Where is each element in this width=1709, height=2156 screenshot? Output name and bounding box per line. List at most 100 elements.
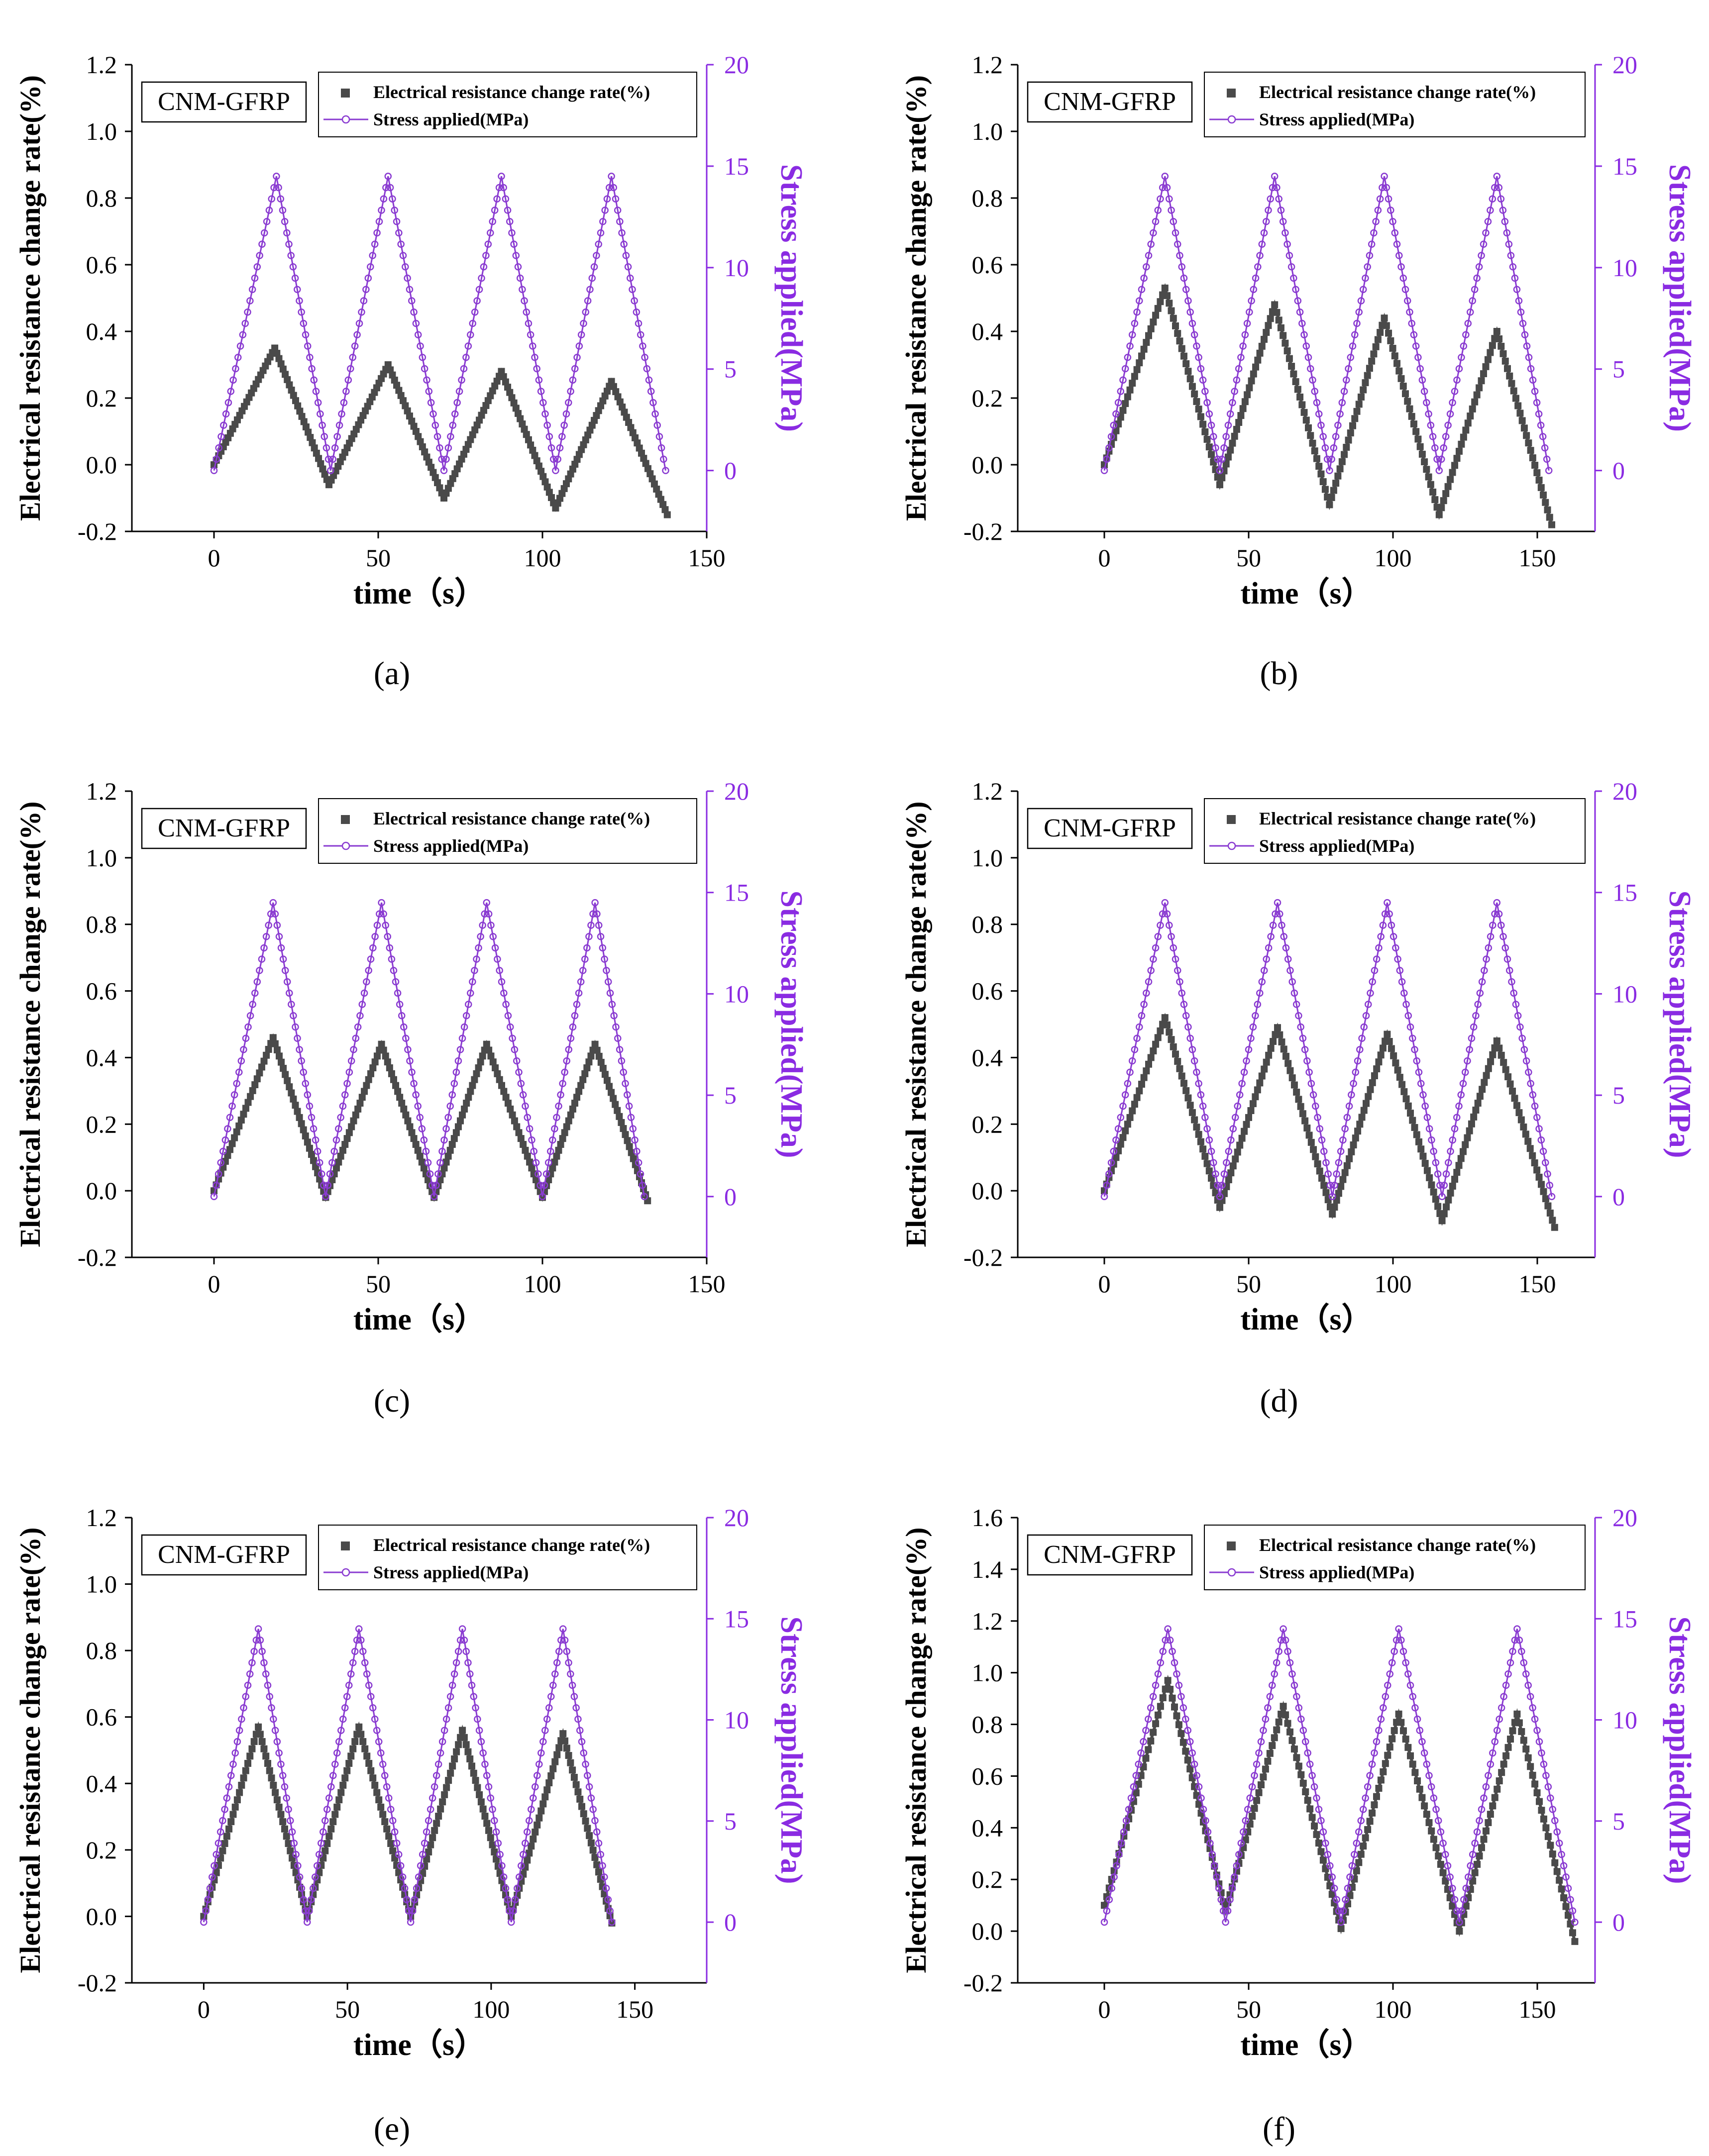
resistance-point — [1498, 1769, 1505, 1776]
stress-point — [1451, 388, 1459, 395]
stress-point — [567, 388, 574, 395]
stress-point — [1322, 1159, 1330, 1166]
resistance-point — [1413, 1131, 1420, 1138]
stress-point — [584, 1772, 591, 1779]
stress-point — [1362, 1794, 1369, 1802]
stress-point — [602, 1884, 610, 1892]
stress-point — [1297, 1715, 1305, 1723]
stress-point — [1130, 1783, 1138, 1791]
stress-point — [363, 1670, 371, 1678]
resistance-point — [235, 1122, 243, 1129]
stress-point — [1277, 1637, 1285, 1644]
stress-point — [1184, 1023, 1192, 1031]
stress-point — [361, 1659, 369, 1666]
resistance-point — [1533, 469, 1541, 476]
resistance-point — [1101, 1902, 1108, 1909]
stress-point — [622, 252, 630, 259]
resistance-point — [1438, 504, 1445, 512]
resistance-point — [1295, 1096, 1302, 1103]
stress-point — [639, 342, 646, 350]
resistance-point — [1255, 1789, 1263, 1796]
stress-point — [371, 240, 379, 248]
resistance-point — [1143, 1067, 1150, 1075]
stress-point — [1434, 1817, 1442, 1825]
stress-point — [291, 274, 299, 282]
stress-point — [547, 444, 555, 452]
resistance-point — [389, 1847, 397, 1854]
resistance-series — [211, 344, 671, 518]
resistance-point — [1462, 1902, 1470, 1910]
resistance-point — [1309, 439, 1316, 447]
stress-point — [240, 1704, 247, 1712]
stress-point — [298, 308, 305, 316]
resistance-point — [455, 1741, 462, 1748]
stress-point — [1541, 444, 1549, 452]
resistance-point — [515, 410, 522, 417]
resistance-point — [1288, 363, 1295, 370]
stress-point — [1558, 1850, 1565, 1858]
stress-point — [1440, 444, 1447, 452]
resistance-point — [1453, 1169, 1461, 1176]
stress-point — [561, 1637, 569, 1644]
stress-line — [1103, 1629, 1576, 1923]
resistance-point — [1188, 1109, 1196, 1116]
stress-point — [1445, 1159, 1452, 1166]
stress-point — [1235, 1850, 1243, 1858]
resistance-point — [496, 1076, 503, 1083]
resistance-point — [306, 1144, 313, 1152]
stress-point — [453, 399, 461, 407]
y2-tick-label: 15 — [1612, 152, 1637, 180]
resistance-point — [1435, 511, 1443, 518]
resistance-point — [1129, 1107, 1136, 1115]
stress-point — [335, 421, 343, 429]
stress-point — [1320, 1147, 1328, 1155]
y-tick-label: 0.4 — [86, 1769, 117, 1797]
resistance-point — [300, 418, 308, 425]
resistance-point — [1267, 1044, 1275, 1052]
stress-point — [341, 1704, 349, 1712]
resistance-point — [548, 494, 555, 501]
stress-point — [662, 467, 669, 474]
resistance-point — [1345, 436, 1352, 444]
resistance-point — [1280, 332, 1287, 339]
stress-point — [475, 286, 483, 293]
resistance-point — [446, 1146, 454, 1154]
stress-point — [553, 1659, 561, 1666]
stress-point — [477, 932, 484, 940]
stress-point — [1482, 229, 1490, 237]
resistance-point — [1271, 1734, 1278, 1742]
resistance-point — [1174, 330, 1181, 337]
x-tick-label: 100 — [1375, 1270, 1412, 1298]
stress-point — [1212, 444, 1219, 452]
resistance-point — [1407, 1752, 1414, 1759]
stress-point — [549, 1681, 557, 1689]
resistance-point — [1157, 1703, 1164, 1710]
stress-point — [631, 1136, 639, 1144]
stress-point — [500, 989, 508, 997]
stress-point — [1453, 1907, 1461, 1915]
stress-point — [599, 218, 607, 225]
resistance-point — [1348, 1148, 1355, 1155]
stress-point — [1207, 1147, 1215, 1155]
stress-point — [541, 410, 549, 418]
stress-point — [1436, 1181, 1444, 1189]
resistance-point — [551, 1758, 559, 1765]
stress-point — [1131, 1046, 1139, 1053]
stress-point — [277, 195, 285, 203]
resistance-point — [329, 1818, 337, 1826]
stress-point — [1100, 1918, 1108, 1926]
stress-point — [1287, 263, 1295, 271]
stress-point — [213, 1850, 220, 1858]
stress-point — [1543, 455, 1551, 463]
resistance-point — [371, 1058, 379, 1066]
resistance-point — [1542, 499, 1549, 506]
resistance-point — [468, 1762, 476, 1770]
resistance-point — [341, 1140, 349, 1148]
resistance-point — [1241, 398, 1249, 406]
y2-axis-title: Stress applied(MPa) — [774, 164, 808, 432]
stress-point — [1440, 1181, 1448, 1189]
resistance-point — [263, 1051, 270, 1059]
stress-point — [1553, 1828, 1561, 1836]
resistance-point — [574, 1788, 582, 1796]
stress-point — [1458, 353, 1465, 361]
